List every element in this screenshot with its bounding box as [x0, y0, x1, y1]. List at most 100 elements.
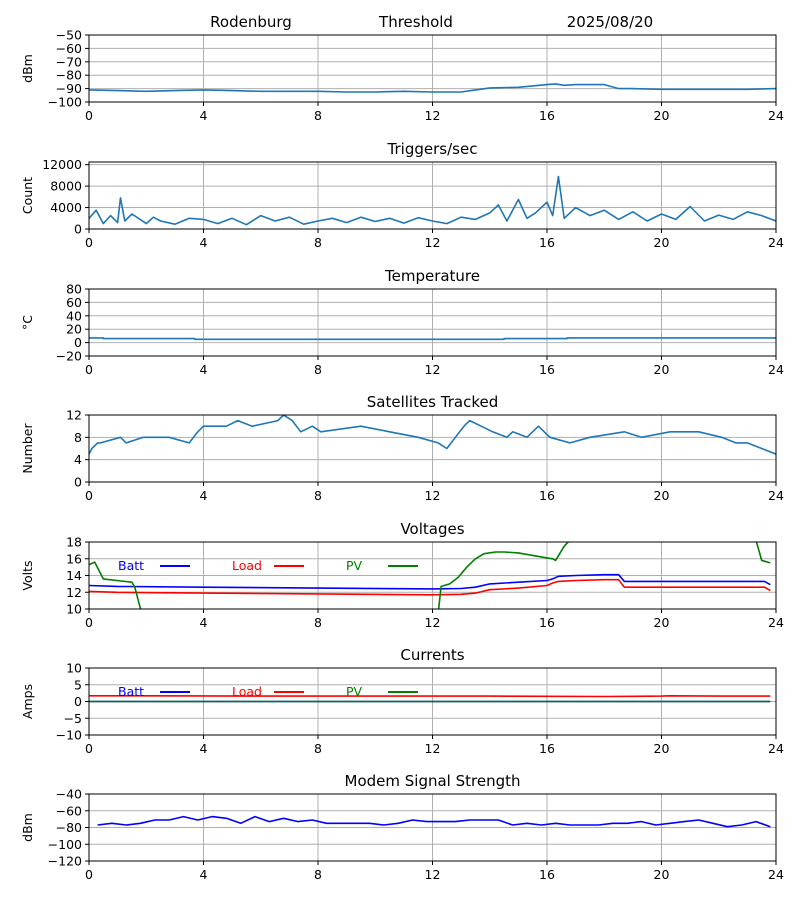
threshold-ytick-label-4: −60 — [56, 41, 82, 56]
currents-ytick-label-4: 10 — [66, 661, 82, 676]
currents-xtick-label-6: 24 — [768, 741, 784, 756]
triggers-xtick-label-1: 4 — [200, 235, 208, 250]
satellites-xtick-label-4: 16 — [539, 488, 555, 503]
modem-panel: 0 4 8 12 16 20 24 −120 −100 −80 −60−40 Modem Signal… — [20, 772, 784, 882]
satellites-panel: 0 4 8 12 16 20 24 0 4 8 12 Satellites Tracked Number — [20, 393, 784, 503]
threshold-xtick-label-1: 4 — [200, 108, 208, 123]
voltages-legend-label-pv: PV — [346, 558, 363, 573]
header-station: Rodenburg — [210, 13, 292, 31]
voltages-legend-label-batt: Batt — [118, 558, 144, 573]
satellites-ytick-label-0: 0 — [74, 475, 82, 490]
voltages-xtick-label-0: 0 — [85, 615, 93, 630]
dashboard-header: Rodenburg Threshold 2025/08/20 — [210, 13, 653, 31]
currents-xtick-label-2: 8 — [314, 741, 322, 756]
temperature-ytick-label-2: 20 — [66, 322, 82, 337]
triggers-title: Triggers/sec — [387, 140, 478, 158]
header-mode: Threshold — [378, 13, 453, 31]
currents-series-load — [89, 694, 771, 698]
modem-xtick-label-5: 20 — [654, 867, 670, 882]
temperature-xtick-label-3: 12 — [425, 362, 441, 377]
voltages-xtick-label-4: 16 — [539, 615, 555, 630]
temperature-xtick-label-4: 16 — [539, 362, 555, 377]
satellites-xtick-label-1: 4 — [200, 488, 208, 503]
currents-title: Currents — [400, 646, 464, 664]
modem-xtick-label-0: 0 — [85, 867, 93, 882]
triggers-xtick-label-2: 8 — [314, 235, 322, 250]
satellites-xtick-label-6: 24 — [768, 488, 784, 503]
temperature-xtick-label-2: 8 — [314, 362, 322, 377]
currents-legend-label-batt: Batt — [118, 684, 144, 699]
currents-ytick-label-1: −5 — [64, 711, 82, 726]
triggers-panel: 0 4 8 12 16 20 24 0 4000 8000 12000 Triggers/sec Cou… — [20, 140, 784, 250]
modem-ytick-label-1: −100 — [48, 837, 82, 852]
temperature-ytick-label-3: 40 — [66, 308, 82, 323]
temperature-xtick-label-6: 24 — [768, 362, 784, 377]
voltages-xtick-label-6: 24 — [768, 615, 784, 630]
voltages-legend-label-load: Load — [232, 558, 262, 573]
modem-xtick-label-4: 16 — [539, 867, 555, 882]
triggers-ytick-label-1: 4000 — [50, 200, 82, 215]
temperature-ytick-label-4: 60 — [66, 295, 82, 310]
modem-series-0 — [97, 815, 771, 828]
voltages-series-batt — [89, 573, 771, 590]
modem-ytick-label-2: −80 — [56, 820, 82, 835]
currents-ytick-label-0: −10 — [56, 728, 82, 743]
voltages-series-load — [89, 578, 771, 596]
threshold-ytick-label-5: −50 — [56, 28, 82, 43]
temperature-xtick-label-5: 20 — [654, 362, 670, 377]
threshold-xtick-label-4: 16 — [539, 108, 555, 123]
triggers-xtick-label-3: 12 — [425, 235, 441, 250]
threshold-xtick-label-6: 24 — [768, 108, 784, 123]
threshold-ylabel: dBm — [20, 54, 35, 83]
voltages-xtick-label-5: 20 — [654, 615, 670, 630]
triggers-ylabel: Count — [20, 177, 35, 214]
threshold-ytick-label-3: −70 — [56, 54, 82, 69]
triggers-ytick-label-2: 8000 — [50, 179, 82, 194]
threshold-xtick-label-3: 12 — [425, 108, 441, 123]
threshold-xtick-label-5: 20 — [654, 108, 670, 123]
temperature-xtick-label-0: 0 — [85, 362, 93, 377]
voltages-xtick-label-1: 4 — [200, 615, 208, 630]
currents-ylabel: Amps — [20, 684, 35, 719]
voltages-xtick-label-2: 8 — [314, 615, 322, 630]
modem-xtick-label-3: 12 — [425, 867, 441, 882]
currents-xtick-label-1: 4 — [200, 741, 208, 756]
triggers-xtick-label-0: 0 — [85, 235, 93, 250]
threshold-ytick-label-2: −80 — [56, 68, 82, 83]
temperature-ylabel: °C — [20, 315, 35, 330]
threshold-ytick-label-0: −100 — [48, 95, 82, 110]
satellites-ytick-label-3: 12 — [66, 408, 82, 423]
currents-ytick-label-3: 5 — [74, 677, 82, 692]
triggers-series-0 — [89, 175, 776, 226]
temperature-xtick-label-1: 4 — [200, 362, 208, 377]
modem-xtick-label-1: 4 — [200, 867, 208, 882]
triggers-ytick-label-0: 0 — [74, 222, 82, 237]
modem-xtick-label-2: 8 — [314, 867, 322, 882]
voltages-ytick-label-1: 12 — [66, 585, 82, 600]
voltages-ylabel: Volts — [20, 560, 35, 590]
voltages-ytick-label-0: 10 — [66, 602, 82, 617]
threshold-xtick-label-2: 8 — [314, 108, 322, 123]
triggers-xtick-label-6: 24 — [768, 235, 784, 250]
currents-xtick-label-5: 20 — [654, 741, 670, 756]
currents-ytick-label-2: 0 — [74, 694, 82, 709]
temperature-ytick-label-1: 0 — [74, 335, 82, 350]
modem-ytick-label-4: −40 — [56, 787, 82, 802]
satellites-xtick-label-2: 8 — [314, 488, 322, 503]
currents-xtick-label-4: 16 — [539, 741, 555, 756]
triggers-ytick-label-3: 12000 — [42, 157, 82, 172]
voltages-ytick-label-2: 14 — [66, 568, 82, 583]
temperature-title: Temperature — [384, 267, 480, 285]
modem-xtick-label-6: 24 — [768, 867, 784, 882]
voltages-series-pv — [89, 542, 771, 609]
voltages-ytick-label-4: 18 — [66, 535, 82, 550]
satellites-ytick-label-2: 8 — [74, 430, 82, 445]
triggers-xtick-label-4: 16 — [539, 235, 555, 250]
currents-legend-label-load: Load — [232, 684, 262, 699]
satellites-xtick-label-3: 12 — [425, 488, 441, 503]
